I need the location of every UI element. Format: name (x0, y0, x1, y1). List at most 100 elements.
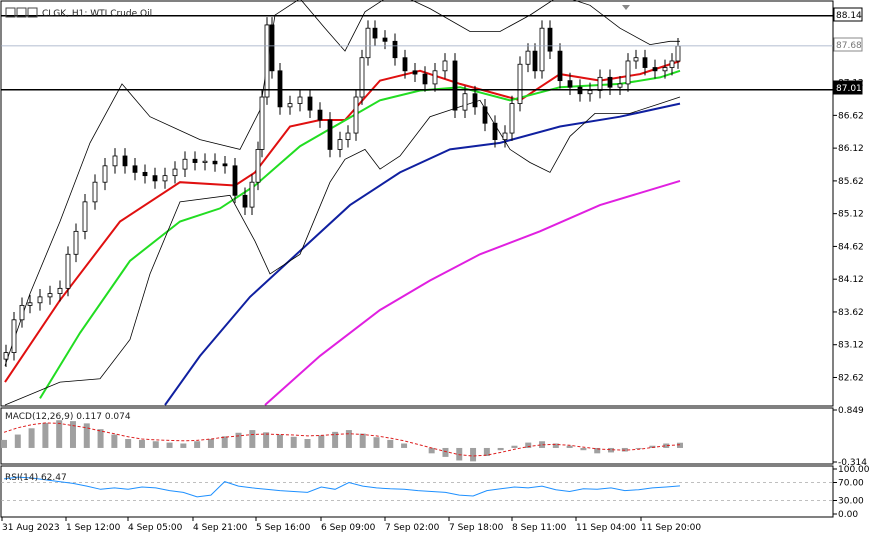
rsi-tick-label: 0.00 (838, 510, 858, 520)
rsi-label: RSI(14) 62.47 (5, 473, 67, 483)
candle-body (675, 45, 681, 62)
candle-body (287, 103, 293, 108)
candle-body (532, 50, 538, 72)
candle-body (122, 155, 128, 167)
candle-body (317, 109, 323, 121)
candle-body (567, 80, 573, 88)
resistance-price-tag: 88.14 (833, 7, 863, 22)
overlay-line-4 (4, 0, 680, 366)
price-panel-frame (0, 0, 834, 407)
candle-body (607, 76, 613, 88)
window-icon (16, 7, 27, 18)
candle-body (192, 158, 198, 163)
resistance-tag-box (833, 7, 863, 22)
candle-body (365, 27, 371, 59)
candle-body (587, 90, 593, 95)
overlay-line-5 (4, 96, 681, 406)
price-levels (1, 15, 833, 91)
candle-body (502, 132, 508, 141)
candle-body (47, 293, 53, 298)
candle-body (669, 60, 675, 68)
candle-body (482, 106, 488, 124)
candle-body (557, 50, 563, 82)
candle-body (112, 155, 118, 167)
rsi-panel-frame (0, 465, 834, 518)
candle-body (19, 304, 25, 321)
candle-body (92, 181, 98, 203)
candle-body (212, 160, 218, 165)
support-tag-box (833, 80, 863, 95)
candle-body (442, 60, 448, 72)
time-tick-label: 11 Sep 20:00 (641, 523, 701, 533)
candle-body (525, 50, 531, 65)
candle-body (597, 76, 603, 91)
candle-body (452, 60, 458, 111)
current-price-label: 87.68 (836, 41, 862, 51)
price-tick-label: 82.62 (838, 373, 864, 383)
candle-body (547, 27, 553, 52)
candle-body (73, 230, 79, 255)
price-tick-label: 83.62 (838, 308, 864, 318)
candle-body (642, 57, 648, 68)
candle-body (102, 165, 108, 183)
price-candles (3, 17, 681, 367)
candle-body (359, 57, 365, 98)
candle-body (82, 201, 88, 232)
candle-body (392, 40, 398, 59)
candle-body (242, 194, 248, 208)
candle-body (297, 96, 303, 104)
candle-body (249, 181, 255, 208)
time-tick-label: 6 Sep 09:00 (321, 523, 376, 533)
macd-tick-label: 0.849 (838, 406, 864, 416)
price-tick-label: 86.62 (838, 111, 864, 121)
time-axis: 31 Aug 2023 1 Sep 12:00 4 Sep 05:00 4 Sep 2… (1, 517, 701, 533)
candle-body (327, 119, 333, 150)
candle-body (432, 70, 438, 85)
time-tick-label: 1 Sep 12:00 (66, 523, 121, 533)
candle-body (277, 70, 283, 108)
candle-body (652, 67, 658, 72)
candle-body (662, 67, 668, 72)
symbol-title: CLGK, H1: WTI Crude Oil (42, 9, 152, 19)
candle-body (472, 93, 478, 108)
candle-body (492, 122, 498, 141)
candle-body (11, 319, 17, 353)
candle-body (255, 149, 261, 183)
price-tick-label: 86.12 (838, 144, 864, 154)
price-tick-label: 85.62 (838, 177, 864, 187)
price-tick-label: 83.12 (838, 341, 864, 351)
candle-body (353, 96, 359, 134)
candle-body (517, 63, 523, 104)
window-icon (27, 7, 38, 18)
overlay-line-3 (264, 179, 681, 406)
shift-marker-icon[interactable] (622, 5, 630, 10)
candle-body (3, 352, 9, 360)
time-tick-label: 8 Sep 11:00 (512, 523, 567, 533)
time-tick-label: 31 Aug 2023 (2, 523, 60, 533)
candle-body (372, 27, 378, 39)
price-tick-label: 85.12 (838, 210, 864, 220)
candle-body (337, 139, 343, 150)
candle-body (269, 24, 275, 72)
rsi-series: 100.00 70.00 30.00 0.00 (1, 465, 870, 520)
candle-body (259, 96, 265, 150)
macd-label: MACD(12,26,9) 0.117 0.074 (5, 412, 131, 422)
time-tick-label: 7 Sep 18:00 (449, 523, 504, 533)
time-tick-label: 4 Sep 21:00 (193, 523, 248, 533)
candle-body (402, 57, 408, 72)
current-price-tag: 87.68 (833, 37, 863, 52)
macd-series: 0.849 -0.314 (1, 406, 867, 468)
candle-body (37, 296, 43, 304)
candle-body (232, 165, 238, 196)
candle-body (617, 83, 623, 88)
macd-signal-line (3, 422, 681, 457)
time-tick-label: 11 Sep 04:00 (576, 523, 636, 533)
price-tick-label: 84.12 (838, 275, 864, 285)
symbol-header: CLGK, H1: WTI Crude Oil (5, 7, 152, 19)
candle-body (172, 168, 178, 177)
time-tick-label: 5 Sep 16:00 (256, 523, 311, 533)
candle-body (509, 103, 515, 134)
time-tick-label: 7 Sep 02:00 (385, 523, 440, 533)
